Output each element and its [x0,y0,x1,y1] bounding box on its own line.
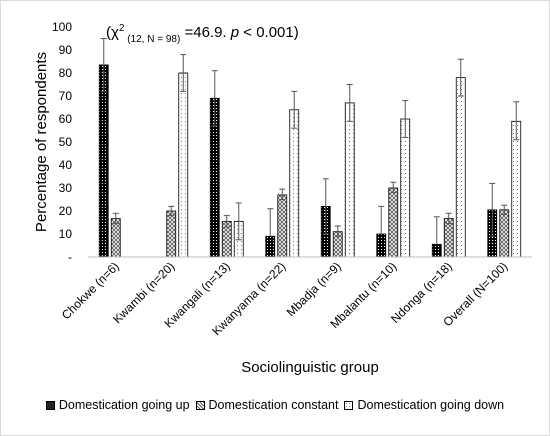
bar [511,120,522,258]
x-axis-label: Sociolinguistic group [241,359,379,376]
bar [277,194,288,258]
y-tick-label: 60 [59,112,73,126]
annotation-p: p [230,24,239,41]
bar [499,209,510,258]
legend-item-going-up: Domestication going up [45,398,190,412]
chi-square-annotation: (χ2 (12, N = 98) =46.9. p < 0.001) [106,23,299,45]
bar [289,109,300,258]
bar [110,218,121,258]
bar [388,187,399,258]
y-tick-label: 10 [59,227,73,241]
annotation-sub: (12, N = 98) [124,34,180,45]
bar [376,233,387,258]
legend-swatch-going-down [344,400,354,410]
annotation-prefix: (χ [106,24,119,41]
bar [455,77,466,258]
bar [265,235,276,258]
x-tick-label: Mbadja (n=9) [284,259,344,319]
y-tick-label: - [68,250,72,264]
bars [98,64,522,258]
y-tick-label: 70 [59,89,73,103]
y-tick-label: 20 [59,204,73,218]
bar [178,72,189,258]
y-tick-label: 30 [59,181,73,195]
x-tick-label: Chokwe (n=6) [59,259,122,322]
y-tick-label: 90 [59,43,73,57]
y-tick-labels: - 10 20 30 40 50 60 70 80 90 100 [52,20,72,264]
legend-item-going-down: Domestication going down [344,398,504,412]
bar [431,243,442,258]
annotation-middle: =46.9. [180,24,230,41]
y-tick-label: 50 [59,135,73,149]
bar [400,118,411,258]
y-tick-label: 80 [59,66,73,80]
bar [166,210,177,258]
x-tick-labels: Chokwe (n=6)Kwambi (n=20)Kwangali (n=13)… [59,259,510,338]
legend: Domestication going up Domestication con… [0,398,550,412]
legend-label-going-down: Domestication going down [357,398,505,412]
legend-label-constant: Domestication constant [208,398,339,412]
annotation-sup: 2 [119,23,125,34]
y-tick-label: 40 [59,158,73,172]
legend-swatch-going-up [45,400,55,410]
legend-label-going-up: Domestication going up [58,398,190,412]
annotation-suffix: < 0.001) [239,24,299,41]
bar [98,64,109,258]
legend-swatch-constant [195,400,205,410]
bar [443,218,454,258]
error-bars [100,38,520,245]
bar [344,102,355,258]
y-axis-label: Percentage of respondents [33,52,50,232]
y-tick-label: 100 [52,20,72,34]
legend-item-constant: Domestication constant [195,398,339,412]
